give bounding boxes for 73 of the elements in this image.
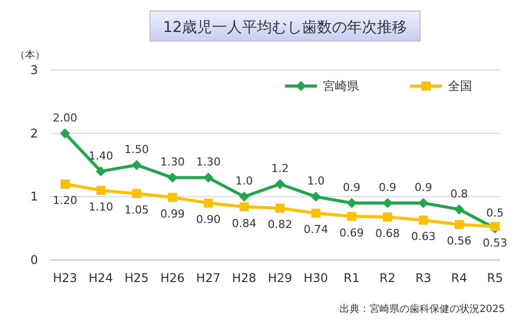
point — [96, 166, 106, 176]
data-label: 0.56 — [446, 234, 472, 248]
data-label: 1.10 — [88, 200, 114, 214]
point — [275, 179, 285, 189]
data-label: 1.2 — [271, 162, 289, 175]
point — [347, 212, 356, 221]
y-tick-label: 3 — [30, 63, 38, 77]
x-tick-label: H28 — [232, 271, 256, 285]
y-axis-title: （本） — [15, 49, 45, 61]
x-tick-label: R4 — [451, 271, 468, 285]
point — [96, 186, 106, 195]
data-label: 1.40 — [88, 149, 114, 162]
point — [60, 180, 70, 188]
point — [168, 192, 177, 202]
x-tick-label: H29 — [268, 271, 292, 285]
y-tick-label: 0 — [30, 253, 38, 267]
data-label: 0.9 — [378, 181, 396, 194]
point — [132, 160, 142, 170]
data-label: 0.82 — [268, 218, 292, 232]
data-label: 1.0 — [235, 174, 253, 188]
point — [454, 204, 464, 214]
data-label: 0.9 — [342, 181, 360, 194]
data-label: 0.5 — [486, 206, 504, 220]
x-tick-label: H26 — [160, 271, 185, 285]
data-label: 0.99 — [160, 207, 185, 220]
data-label: 1.05 — [124, 204, 149, 216]
data-label: 2.00 — [52, 111, 78, 124]
data-label: 0.8 — [450, 187, 468, 200]
data-label: 1.20 — [52, 194, 78, 207]
point — [418, 198, 428, 208]
y-tick-label: 1 — [30, 190, 38, 204]
point — [310, 192, 321, 202]
point — [383, 212, 392, 222]
data-label: 0.74 — [304, 223, 328, 236]
data-label: 0.84 — [232, 216, 256, 230]
data-label: 0.68 — [375, 226, 400, 240]
x-tick-label: H30 — [304, 271, 328, 285]
legend-label: 宮崎県 — [323, 79, 359, 93]
data-label: 1.50 — [124, 143, 149, 156]
point — [454, 220, 464, 230]
x-tick-label: H23 — [52, 271, 78, 285]
point — [276, 204, 284, 213]
point — [490, 222, 500, 231]
point — [382, 198, 392, 208]
point — [311, 208, 320, 218]
point — [418, 216, 428, 225]
point — [132, 189, 142, 198]
x-tick-label: R1 — [344, 271, 360, 285]
point — [346, 198, 357, 208]
x-tick-label: H25 — [124, 271, 149, 285]
x-tick-label: H24 — [88, 271, 113, 285]
data-label: 1.0 — [307, 174, 325, 188]
legend-label: 全国 — [448, 79, 472, 93]
data-label: 1.30 — [160, 156, 185, 169]
point — [168, 172, 178, 183]
point — [240, 202, 249, 212]
data-label: 0.53 — [482, 236, 508, 250]
point — [60, 128, 70, 138]
point — [203, 172, 214, 183]
point — [239, 192, 250, 202]
chart-title: 12歳児一人平均むし歯数の年次推移 — [162, 18, 408, 36]
x-tick-label: R3 — [415, 271, 432, 285]
data-label: 0.9 — [414, 181, 432, 194]
data-label: 0.69 — [339, 226, 364, 240]
y-tick-label: 2 — [30, 126, 38, 140]
data-label: 0.90 — [196, 213, 221, 226]
x-tick-label: H27 — [196, 271, 220, 285]
x-tick-label: R5 — [487, 271, 503, 285]
point — [204, 198, 213, 208]
data-label: 1.30 — [196, 156, 221, 169]
source-note: 出典：宮崎県の歯科保健の状況2025 — [340, 303, 505, 315]
data-label: 0.63 — [411, 230, 436, 244]
x-tick-label: R2 — [380, 271, 396, 285]
